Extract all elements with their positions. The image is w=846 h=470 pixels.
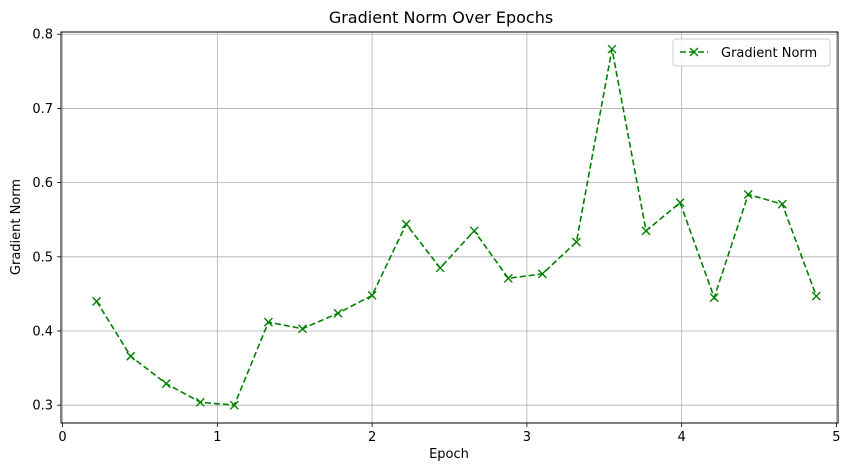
data-point-marker	[333, 308, 343, 318]
x-tick-label: 5	[832, 430, 840, 445]
y-tick-label: 0.8	[32, 28, 53, 43]
plot-frame	[60, 31, 839, 424]
data-point-marker	[229, 400, 239, 410]
data-point-marker	[126, 351, 136, 361]
data-point-marker	[161, 379, 171, 389]
legend-label: Gradient Norm	[721, 46, 817, 61]
data-point-marker	[641, 226, 651, 236]
data-point-marker	[743, 189, 753, 199]
x-tick-label: 4	[678, 430, 686, 445]
x-axis-title: Epoch	[429, 447, 469, 462]
x-tick-label: 3	[523, 430, 531, 445]
legend-marker-glyph	[689, 47, 699, 57]
y-tick-label: 0.7	[32, 102, 53, 117]
series-line	[95, 48, 818, 407]
y-tick-label: 0.4	[32, 325, 53, 340]
data-point-marker	[367, 290, 377, 300]
data-point-marker	[469, 226, 479, 236]
legend: Gradient Norm	[672, 38, 831, 67]
legend-box	[672, 38, 831, 67]
y-tick-label: 0.6	[32, 176, 53, 191]
chart-title: Gradient Norm Over Epochs	[329, 8, 553, 27]
x-tick-label: 0	[58, 430, 66, 445]
data-point-marker	[503, 273, 513, 283]
data-point-marker	[297, 324, 307, 334]
data-point-marker	[709, 293, 719, 303]
data-point-marker	[92, 296, 102, 306]
data-point-marker	[195, 397, 205, 407]
data-point-marker	[537, 269, 547, 279]
legend-x-marker	[689, 47, 699, 57]
tick-layer: 0 1 2 3 4 5 0.3 0.4 0.5 0.6 0.7 0.8	[32, 28, 840, 445]
y-axis-title: Gradient Norm	[9, 179, 24, 275]
x-tick-label: 1	[213, 430, 221, 445]
series-layer	[92, 44, 821, 410]
data-point-marker	[675, 198, 685, 208]
x-tick-label: 2	[368, 430, 376, 445]
y-tick-label: 0.5	[32, 250, 53, 265]
data-point-marker	[571, 237, 581, 247]
data-point-marker	[263, 317, 273, 327]
data-point-marker	[777, 199, 787, 209]
data-point-marker	[435, 263, 445, 273]
data-point-marker	[811, 291, 821, 301]
data-point-marker	[607, 44, 617, 54]
data-point-marker	[401, 219, 411, 229]
y-tick-label: 0.3	[32, 399, 53, 414]
